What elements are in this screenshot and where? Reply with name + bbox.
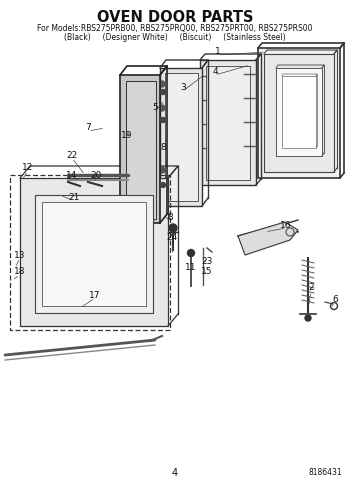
Text: 4: 4 xyxy=(172,468,178,478)
Polygon shape xyxy=(238,222,298,255)
Text: 1: 1 xyxy=(215,47,221,57)
Polygon shape xyxy=(264,54,334,172)
Bar xyxy=(10,175,170,330)
Text: For Models:RBS275PRB00, RBS275PRQ00, RBS275PRT00, RBS275PRS00: For Models:RBS275PRB00, RBS275PRQ00, RBS… xyxy=(37,24,313,33)
Text: 7: 7 xyxy=(85,124,91,132)
Text: 8: 8 xyxy=(167,213,173,223)
Text: OVEN DOOR PARTS: OVEN DOOR PARTS xyxy=(97,10,253,25)
Text: 12: 12 xyxy=(22,164,34,172)
Polygon shape xyxy=(35,195,153,313)
Text: (Black)     (Designer White)     (Biscuit)     (Stainless Steel): (Black) (Designer White) (Biscuit) (Stai… xyxy=(64,33,286,42)
Text: 17: 17 xyxy=(89,290,101,299)
Text: 15: 15 xyxy=(201,268,213,276)
Text: 11: 11 xyxy=(185,264,197,272)
Circle shape xyxy=(159,105,165,111)
Text: 3: 3 xyxy=(180,84,186,93)
Polygon shape xyxy=(42,202,146,306)
Text: 16: 16 xyxy=(280,221,292,229)
Text: 8186431: 8186431 xyxy=(308,468,342,477)
Circle shape xyxy=(161,183,166,187)
Polygon shape xyxy=(206,66,250,180)
Text: 21: 21 xyxy=(68,194,80,202)
Text: 24: 24 xyxy=(166,233,177,242)
Polygon shape xyxy=(20,178,168,326)
Circle shape xyxy=(169,224,177,232)
Circle shape xyxy=(161,89,166,95)
Text: 19: 19 xyxy=(121,130,133,140)
Polygon shape xyxy=(120,75,160,223)
Polygon shape xyxy=(276,68,322,156)
Polygon shape xyxy=(160,68,202,206)
Polygon shape xyxy=(126,81,156,219)
Circle shape xyxy=(305,315,311,321)
Text: 8: 8 xyxy=(160,143,166,153)
Polygon shape xyxy=(258,48,340,178)
Text: 23: 23 xyxy=(201,256,213,266)
Polygon shape xyxy=(165,73,198,201)
Text: 14: 14 xyxy=(66,170,78,180)
Text: 6: 6 xyxy=(332,296,338,304)
Text: 4: 4 xyxy=(212,68,218,76)
Text: 2: 2 xyxy=(308,284,314,293)
Polygon shape xyxy=(282,76,316,148)
Circle shape xyxy=(161,117,166,123)
Text: 13: 13 xyxy=(14,251,26,259)
Circle shape xyxy=(159,167,165,173)
Text: 20: 20 xyxy=(90,170,102,180)
Circle shape xyxy=(159,81,165,87)
Text: 22: 22 xyxy=(66,151,78,159)
Text: 18: 18 xyxy=(14,268,26,276)
Text: 5: 5 xyxy=(152,103,158,113)
Polygon shape xyxy=(200,60,256,185)
Circle shape xyxy=(188,250,195,256)
